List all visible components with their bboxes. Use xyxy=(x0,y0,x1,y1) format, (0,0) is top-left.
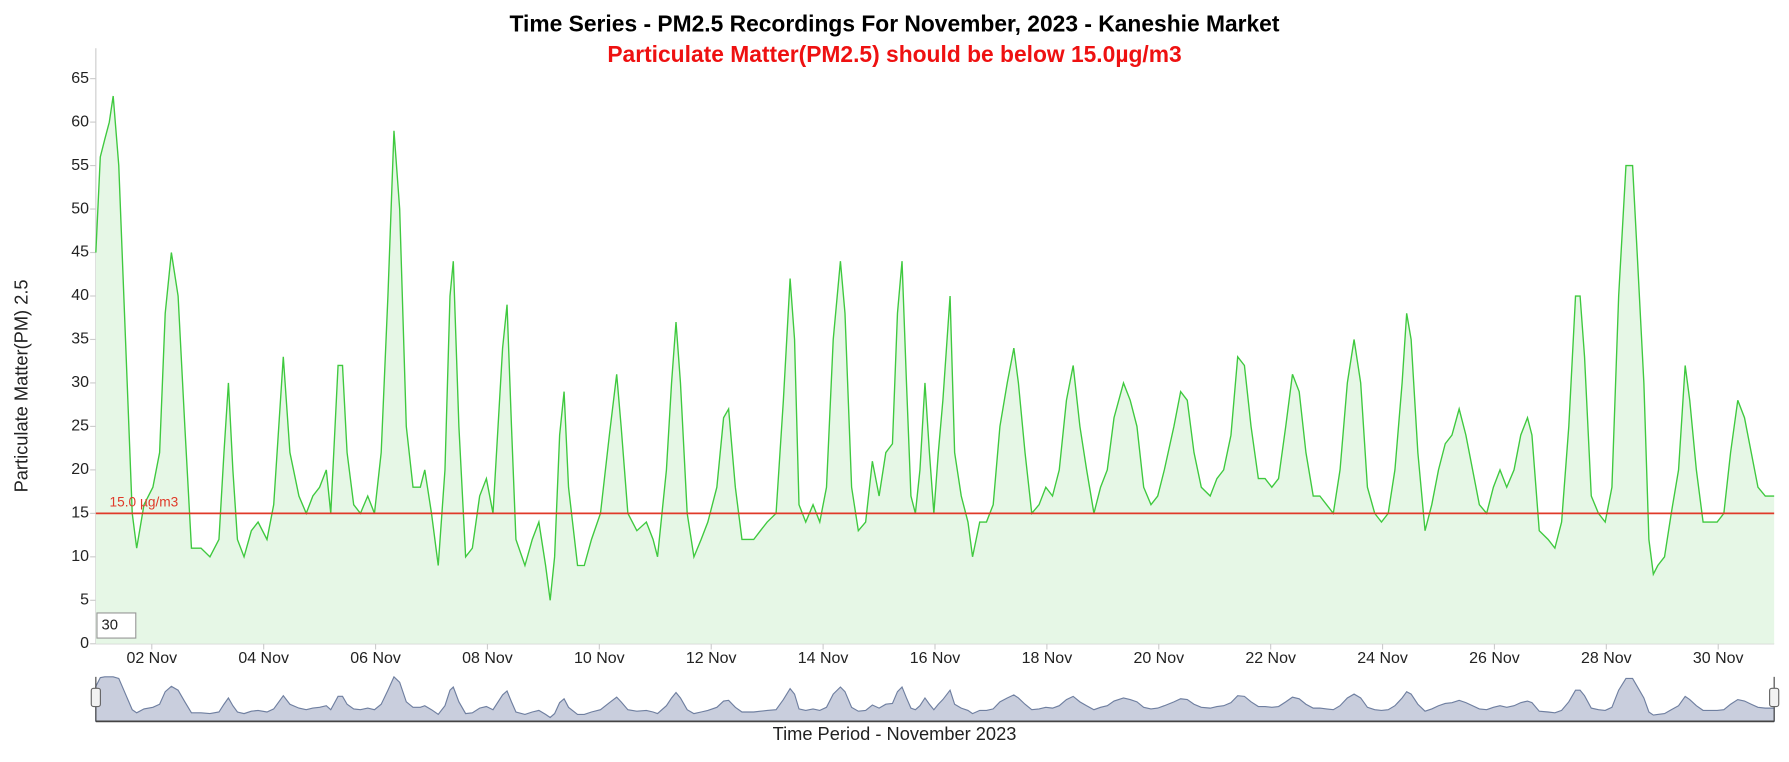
x-tick-label: 24 Nov xyxy=(1357,650,1408,667)
x-tick-label: 20 Nov xyxy=(1133,650,1184,667)
area xyxy=(95,96,1775,644)
y-tick-label: 45 xyxy=(71,244,89,261)
data-line xyxy=(95,95,1775,601)
x-tick-label: 30 Nov xyxy=(1693,650,1744,667)
x-tick-label: 18 Nov xyxy=(1022,650,1073,667)
x-tick-label: 02 Nov xyxy=(126,650,177,667)
y-tick-label: 65 xyxy=(71,70,89,87)
x-tick-label: 28 Nov xyxy=(1581,650,1632,667)
chart-subtitle: Particulate Matter(PM2.5) should be belo… xyxy=(607,41,1181,67)
y-tick-label: 55 xyxy=(71,157,89,174)
y-tick-label: 60 xyxy=(71,113,89,130)
x-tick-label: 16 Nov xyxy=(910,650,961,667)
rolling-period[interactable]: 30 xyxy=(102,617,118,633)
y-tick-label: 25 xyxy=(71,418,89,435)
chart-title: Time Series - PM2.5 Recordings For Novem… xyxy=(510,10,1280,36)
y-tick-label: 5 xyxy=(80,592,89,609)
x-tick-label: 08 Nov xyxy=(462,650,513,667)
y-tick-label: 15 xyxy=(71,505,89,522)
navigator-handle[interactable] xyxy=(1769,687,1780,708)
y-axis-title: Particulate Matter(PM) 2.5 xyxy=(11,279,32,492)
y-tick-label: 35 xyxy=(71,331,89,348)
y-tick-label: 40 xyxy=(71,287,89,304)
x-tick-label: 14 Nov xyxy=(798,650,849,667)
y-tick-label: 10 xyxy=(71,548,89,565)
navigator-area xyxy=(95,675,1775,722)
x-axis-title: Time Period - November 2023 xyxy=(773,723,1017,744)
y-tick-label: 30 xyxy=(71,374,89,391)
navigator-handle[interactable] xyxy=(90,687,101,708)
y-tick-label: 20 xyxy=(71,461,89,478)
y-tick-label: 50 xyxy=(71,200,89,217)
threshold-label: 15.0 µg/m3 xyxy=(110,495,179,510)
y-tick-label: 0 xyxy=(80,635,89,652)
x-tick-label: 12 Nov xyxy=(686,650,737,667)
x-tick-label: 04 Nov xyxy=(238,650,289,667)
x-tick-label: 06 Nov xyxy=(350,650,401,667)
rolling-period-box[interactable] xyxy=(96,612,137,639)
x-tick-label: 22 Nov xyxy=(1245,650,1296,667)
x-tick-label: 26 Nov xyxy=(1469,650,1520,667)
x-tick-label: 10 Nov xyxy=(574,650,625,667)
